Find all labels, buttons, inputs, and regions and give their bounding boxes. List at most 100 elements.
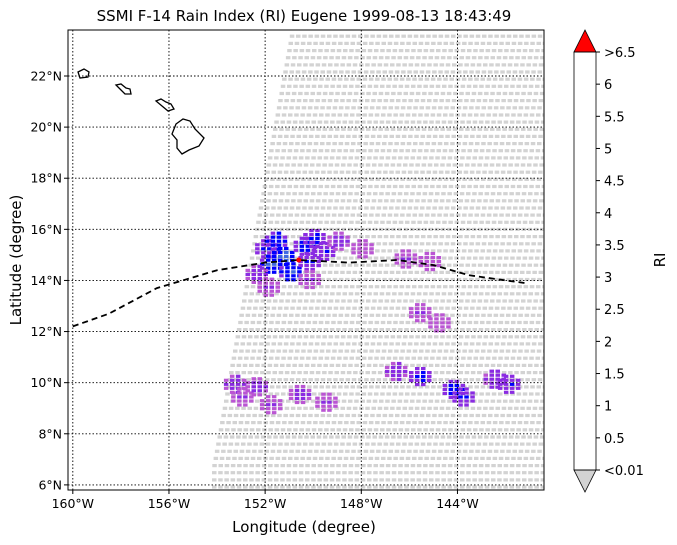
swath-pixel	[517, 456, 522, 460]
swath-pixel	[327, 134, 332, 138]
swath-pixel	[483, 406, 488, 410]
rain-pixel	[277, 407, 283, 411]
swath-pixel	[351, 413, 357, 418]
swath-pixel	[393, 213, 399, 217]
swath-pixel	[498, 220, 503, 224]
swath-pixel	[333, 134, 339, 138]
swath-pixel	[271, 134, 277, 138]
swath-pixel	[529, 113, 535, 117]
swath-pixel	[409, 335, 414, 339]
swath-pixel	[513, 306, 518, 310]
rain-pixel	[427, 379, 432, 383]
swath-pixel	[475, 277, 480, 282]
rain-pixel	[316, 281, 321, 286]
swath-pixel	[441, 478, 446, 482]
swath-pixel	[257, 249, 262, 253]
rain-pixel	[400, 249, 406, 253]
rain-pixel	[460, 387, 466, 391]
swath-pixel	[450, 313, 455, 317]
swath-pixel	[305, 220, 311, 224]
swath-pixel	[388, 70, 394, 74]
swath-pixel	[471, 299, 476, 303]
swath-pixel	[446, 127, 452, 131]
swath-pixel	[517, 421, 523, 425]
swath-pixel	[476, 442, 482, 446]
rain-pixel	[300, 388, 306, 393]
swath-pixel	[345, 277, 350, 282]
swath-pixel	[386, 184, 392, 189]
swath-pixel	[312, 285, 318, 289]
rain-pixel	[406, 257, 412, 261]
swath-pixel	[407, 206, 413, 210]
swath-pixel	[259, 342, 264, 346]
storm-center-marker	[296, 257, 302, 263]
swath-pixel	[298, 471, 304, 475]
swath-pixel	[464, 199, 470, 203]
swath-pixel	[474, 249, 479, 253]
swath-pixel	[460, 478, 465, 482]
swath-pixel	[328, 63, 333, 67]
rain-pixel	[415, 379, 420, 383]
swath-pixel	[476, 235, 482, 239]
swath-pixel	[519, 342, 524, 346]
swath-pixel	[487, 277, 493, 282]
swath-pixel	[482, 306, 487, 310]
swath-pixel	[291, 163, 296, 167]
rain-pixel	[421, 375, 426, 379]
rain-pixel	[339, 239, 344, 243]
swath-pixel	[229, 435, 235, 439]
swath-pixel	[511, 249, 516, 253]
swath-pixel	[531, 413, 536, 418]
rain-pixel	[235, 378, 241, 382]
swath-pixel	[484, 227, 489, 231]
swath-pixel	[370, 134, 376, 138]
swath-pixel	[416, 56, 421, 60]
rain-pixel	[409, 375, 414, 379]
swath-pixel	[254, 299, 259, 303]
swath-pixel	[258, 449, 263, 453]
rain-pixel	[299, 252, 305, 256]
swath-pixel	[289, 413, 295, 418]
swath-pixel	[498, 113, 504, 117]
swath-pixel	[233, 449, 238, 453]
swath-pixel	[345, 206, 351, 210]
swath-pixel	[526, 63, 531, 67]
swath-pixel	[456, 106, 462, 110]
swath-pixel	[323, 478, 329, 482]
swath-pixel	[237, 356, 243, 360]
swath-pixel	[450, 70, 456, 74]
swath-pixel	[404, 192, 409, 196]
swath-pixel	[460, 428, 466, 432]
rain-pixel	[501, 373, 506, 377]
swath-pixel	[219, 456, 225, 460]
swath-pixel	[446, 163, 451, 167]
rain-pixel	[415, 307, 420, 311]
swath-pixel	[512, 177, 517, 181]
swath-pixel	[423, 120, 428, 124]
swath-pixel	[383, 63, 389, 67]
swath-pixel	[253, 442, 258, 446]
swath-pixel	[391, 91, 396, 96]
swath-pixel	[536, 213, 541, 217]
swath-pixel	[457, 342, 462, 346]
swath-pixel	[469, 378, 475, 382]
swath-pixel	[475, 206, 481, 210]
swath-pixel	[321, 406, 327, 410]
swath-pixel	[508, 127, 514, 131]
swath-pixel	[380, 428, 385, 432]
swath-pixel	[467, 285, 473, 289]
swath-pixel	[281, 320, 287, 325]
swath-pixel	[469, 342, 475, 346]
swath-pixel	[539, 335, 544, 339]
swath-pixel	[253, 406, 259, 410]
swath-pixel	[430, 113, 436, 117]
rain-pixel	[297, 270, 302, 274]
swath-pixel	[374, 220, 379, 224]
rain-pixel	[243, 399, 248, 403]
rain-pixel	[237, 395, 242, 399]
swath-pixel	[504, 392, 509, 396]
swath-pixel	[347, 435, 353, 439]
swath-pixel	[255, 363, 260, 367]
swath-pixel	[330, 356, 336, 360]
rain-pixel	[263, 389, 268, 393]
